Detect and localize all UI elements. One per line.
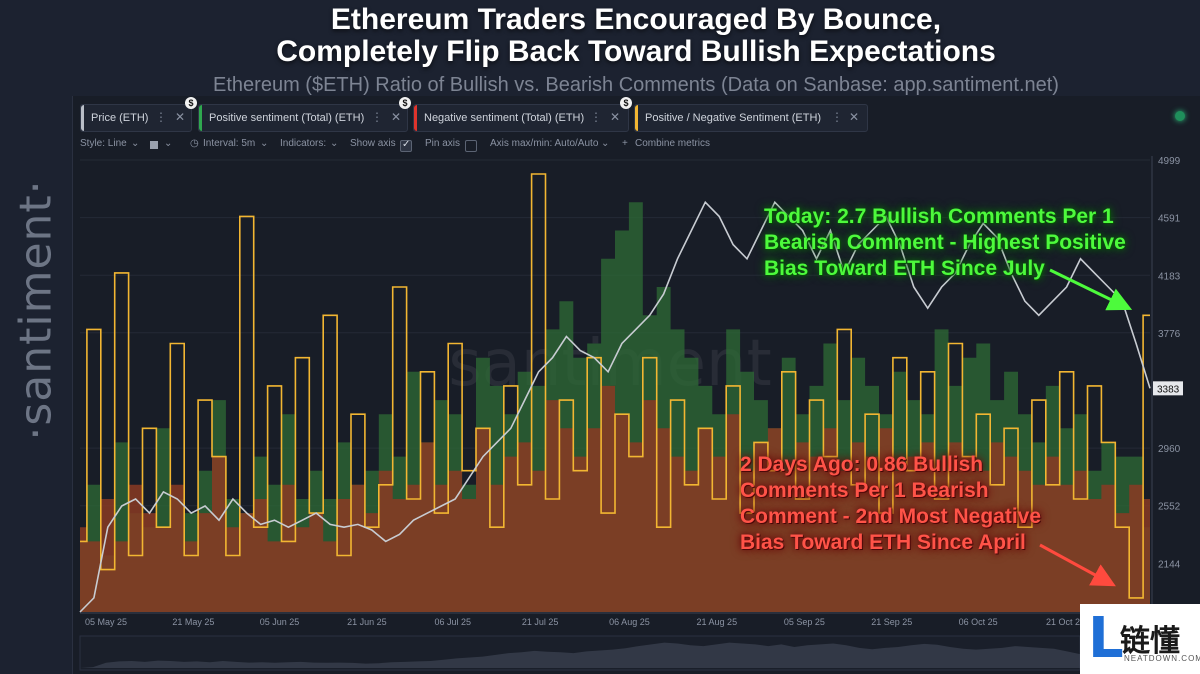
x-tick-label: 06 Oct 25 <box>959 617 998 627</box>
chip-label: Negative sentiment (Total) (ETH) <box>424 112 585 124</box>
dollar-badge-icon: $ <box>399 97 411 109</box>
current-price-badge <box>1153 381 1183 396</box>
ratio-line <box>80 173 1150 599</box>
dollar-badge-icon: $ <box>620 97 632 109</box>
interval-chevron-icon[interactable]: ⌄ <box>260 138 269 149</box>
more-icon[interactable]: ⋮ <box>590 110 602 124</box>
chart-subtitle: Ethereum ($ETH) Ratio of Bullish vs. Bea… <box>213 74 1059 96</box>
logo-name-en: NEATDOWN.COM <box>1124 654 1200 663</box>
y-tick-label: 2552 <box>1158 502 1181 513</box>
x-tick-label: 21 Sep 25 <box>871 617 912 627</box>
chip-label: Positive / Negative Sentiment (ETH) <box>645 112 822 124</box>
annotation-arrows <box>1039 268 1133 587</box>
range-navigator <box>79 635 1081 671</box>
more-icon[interactable]: ⋮ <box>371 110 383 124</box>
x-tick-label: 21 Jun 25 <box>347 617 387 627</box>
x-tick-label: 21 Jul 25 <box>522 617 559 627</box>
show-axis-label: Show axis <box>350 138 396 149</box>
dollar-badge-icon: $ <box>185 97 197 109</box>
neatdown-logo: L 链懂 NEATDOWN.COM <box>1080 604 1200 674</box>
pin-axis-checkbox[interactable] <box>465 140 477 152</box>
headline-line-1: Ethereum Traders Encouraged By Bounce, <box>330 3 942 36</box>
annotation-today: Today: 2.7 Bullish Comments Per 1 Bearis… <box>764 205 1126 280</box>
x-tick-label: 21 May 25 <box>172 617 214 627</box>
y-tick-label: 3776 <box>1158 329 1181 340</box>
y-axis: 4999 4591 4183 3776 2960 2552 2144 3383 <box>1151 156 1183 612</box>
logo-mark: L <box>1088 606 1124 671</box>
x-tick-label: 05 Jun 25 <box>260 617 300 627</box>
ratio-series <box>80 173 1150 599</box>
axis-chevron-icon[interactable]: ⌄ <box>601 138 610 149</box>
navigator-mini-series <box>80 642 1080 668</box>
x-tick-label: 05 May 25 <box>85 617 127 627</box>
annotation-two-days-ago: 2 Days Ago: 0.86 Bullish Comments Per 1 … <box>740 453 1042 554</box>
indicators-chevron-icon[interactable]: ⌄ <box>330 138 339 149</box>
metric-chip-price[interactable]: Price (ETH) ⋮ ✕ $ <box>80 97 197 132</box>
close-icon[interactable]: ✕ <box>175 110 186 124</box>
x-tick-label: 05 Sep 25 <box>784 617 825 627</box>
chip-color-swatch <box>81 105 84 131</box>
pin-axis-label: Pin axis <box>425 138 461 149</box>
chip-label: Positive sentiment (Total) (ETH) <box>209 112 365 124</box>
indicators-select[interactable]: Indicators: <box>280 138 327 149</box>
close-icon[interactable]: ✕ <box>391 110 402 124</box>
x-tick-label: 21 Aug 25 <box>697 617 738 627</box>
combine-metrics-button[interactable]: Combine metrics <box>635 138 711 149</box>
headline-line-2: Completely Flip Back Toward Bullish Expe… <box>276 35 996 68</box>
interval-select[interactable]: Interval: 5m <box>203 138 256 149</box>
y-tick-label: 2144 <box>1158 559 1181 570</box>
red-arrow <box>1039 543 1116 587</box>
more-icon[interactable]: ⋮ <box>155 110 167 124</box>
x-axis: 05 May 25 21 May 25 05 Jun 25 21 Jun 25 06 J… <box>80 612 1150 627</box>
chip-color-swatch <box>635 105 638 131</box>
logo-name-cn: 链懂 <box>1120 625 1180 658</box>
plus-icon[interactable]: + <box>622 138 628 149</box>
close-icon[interactable]: ✕ <box>610 110 621 124</box>
color-swatch-icon[interactable] <box>150 141 158 149</box>
y-tick-label: 4183 <box>1158 271 1181 282</box>
chip-label: Price (ETH) <box>91 112 149 124</box>
metric-chip-negative[interactable]: Negative sentiment (Total) (ETH) ⋮ ✕ $ <box>413 97 632 132</box>
metric-chip-positive[interactable]: Positive sentiment (Total) (ETH) ⋮ ✕ $ <box>198 97 411 132</box>
style-chevron-icon[interactable]: ⌄ <box>131 138 140 149</box>
style-select[interactable]: Style: Line <box>80 138 127 149</box>
green-arrow <box>1049 268 1133 311</box>
chip-color-swatch <box>199 105 202 131</box>
price-line <box>79 200 1151 613</box>
clock-icon: ◷ <box>190 138 199 149</box>
axis-minmax-select[interactable]: Axis max/min: Auto/Auto <box>490 138 599 149</box>
y-tick-label: 2960 <box>1158 444 1181 455</box>
x-tick-label: 21 Oct 25 <box>1046 617 1085 627</box>
y-tick-label: 4591 <box>1158 214 1181 225</box>
chip-color-swatch <box>414 105 417 131</box>
x-tick-label: 06 Aug 25 <box>609 617 650 627</box>
price-series <box>79 200 1151 613</box>
show-axis-checkbox[interactable] <box>400 139 412 152</box>
y-tick-label: 4999 <box>1158 156 1181 167</box>
x-tick-label: 06 Jul 25 <box>434 617 471 627</box>
live-status-icon <box>1175 111 1185 121</box>
swatch-chevron-icon[interactable]: ⌄ <box>164 138 173 149</box>
more-icon[interactable]: ⋮ <box>831 110 843 124</box>
metric-chip-ratio[interactable]: Positive / Negative Sentiment (ETH) ⋮ ✕ <box>634 104 868 132</box>
close-icon[interactable]: ✕ <box>849 110 860 124</box>
current-price-label: 3383 <box>1157 384 1180 395</box>
